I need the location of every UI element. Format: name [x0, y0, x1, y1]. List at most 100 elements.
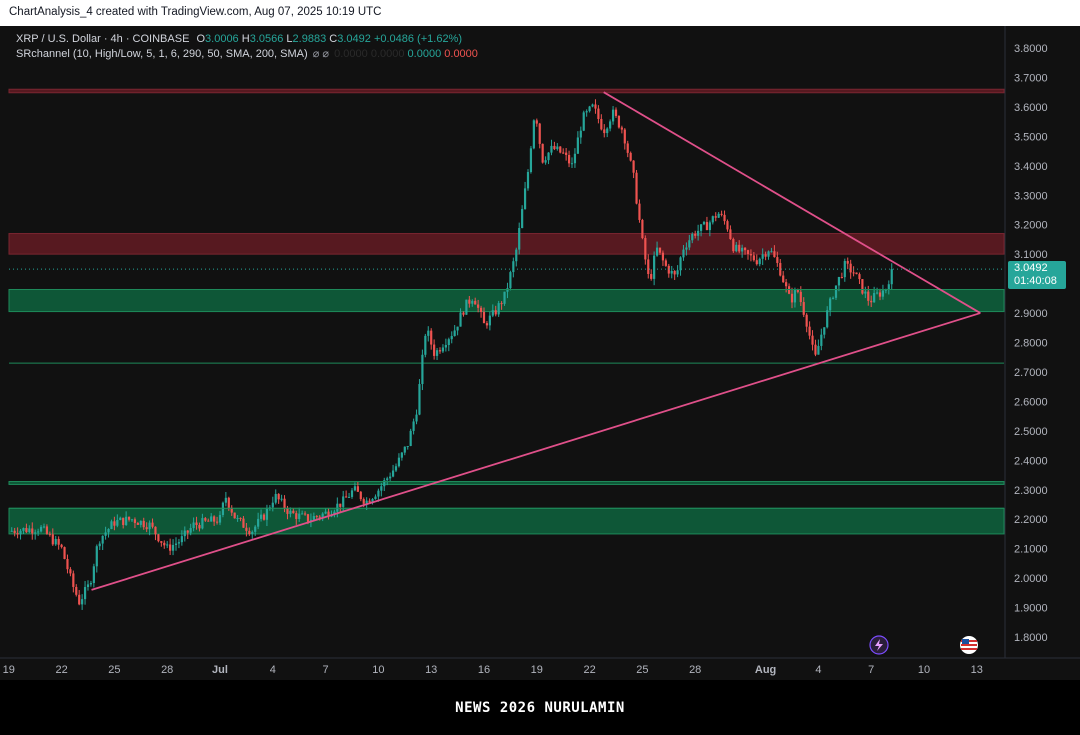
price-chart[interactable]: 3.8000 3.7000 3.6000 3.5000 3.4000 3.3000 3.20… [0, 26, 1080, 680]
candle-body [870, 300, 873, 303]
candle-body [497, 303, 500, 315]
candle-body [482, 312, 486, 324]
candle-body [702, 222, 706, 225]
candle-body [661, 252, 665, 261]
candle-body [286, 508, 289, 514]
candle-body [609, 121, 612, 129]
candle-body [532, 120, 535, 149]
candle-body [183, 530, 186, 537]
candle-body [641, 219, 644, 239]
y-tick-label: 3.5000 [1014, 131, 1048, 143]
candle-body [711, 216, 714, 223]
x-tick-label: 10 [372, 664, 384, 676]
y-tick-label: 3.7000 [1014, 72, 1048, 84]
candle-body [189, 528, 192, 533]
candle-body [75, 586, 78, 595]
candle-body [321, 513, 324, 518]
candle-body [430, 330, 433, 345]
candle-body [295, 513, 298, 519]
candle-body [242, 518, 245, 528]
candle-body [377, 490, 380, 497]
candle-body [186, 530, 189, 533]
candle-body [262, 514, 266, 520]
candle-body [518, 228, 521, 250]
candle-body [611, 109, 615, 122]
y-tick-label: 2.0000 [1014, 573, 1048, 585]
candle-body [456, 326, 459, 331]
candle-body [515, 249, 518, 262]
candle-body [92, 566, 95, 584]
candle-body [125, 516, 128, 525]
candle-body [198, 525, 201, 529]
symbol-label[interactable]: XRP / U.S. Dollar · 4h · COINBASE [16, 33, 190, 45]
candle-body [303, 513, 307, 515]
indicator-label[interactable]: SRchannel (10, High/Low, 5, 1, 6, 290, 5… [16, 48, 308, 60]
candle-body [773, 251, 776, 258]
candle-body [403, 446, 406, 453]
candle-body [614, 109, 618, 116]
bar-countdown: 01:40:08 [1014, 275, 1057, 287]
candle-body [139, 520, 142, 525]
open-label: O [196, 33, 206, 45]
candle-body [811, 335, 814, 345]
candle-body [421, 354, 424, 385]
candle-body [858, 274, 861, 280]
y-tick-label: 1.9000 [1014, 603, 1048, 615]
candle-body [101, 535, 104, 544]
candle-body [160, 541, 163, 543]
candle-body [251, 531, 254, 535]
candle-body [25, 527, 28, 533]
candle-body [547, 152, 550, 161]
candle-body [855, 272, 858, 275]
candle-body [142, 520, 145, 528]
candle-body [474, 300, 477, 305]
footer-banner: NEWS 2026 NURULAMIN [0, 680, 1080, 735]
candle-body [820, 334, 823, 346]
candle-body [389, 476, 392, 479]
candle-body [427, 330, 430, 336]
y-tick-label: 3.6000 [1014, 102, 1048, 114]
candle-body [42, 526, 46, 528]
candle-body [673, 270, 676, 275]
candle-body [391, 470, 395, 477]
candle-body [729, 229, 732, 239]
x-tick-label: Jul [212, 664, 228, 676]
chart-area[interactable]: 3.8000 3.7000 3.6000 3.5000 3.4000 3.3000 3.20… [0, 26, 1080, 680]
candle-body [468, 299, 471, 304]
candle-body [465, 299, 468, 315]
candle-body [89, 583, 93, 585]
lightning-icon[interactable] [869, 635, 889, 655]
candle-body [353, 486, 357, 491]
candle-body [444, 344, 447, 348]
descending-trendline [603, 91, 981, 314]
candle-body [104, 532, 107, 536]
candle-body [749, 254, 753, 256]
candle-body [479, 307, 483, 313]
y-tick-label: 3.2000 [1014, 220, 1048, 232]
candle-body [83, 587, 87, 600]
candle-body [292, 510, 295, 514]
candle-body [562, 152, 565, 154]
candle-body [667, 265, 670, 274]
candle-body [488, 315, 491, 326]
candle-body [582, 112, 585, 131]
x-tick-label: 25 [636, 664, 648, 676]
candle-body [110, 521, 113, 530]
candle-body [166, 544, 169, 546]
candle-body [594, 104, 597, 109]
candle-body [694, 233, 697, 236]
candle-body [790, 293, 794, 303]
candle-body [207, 520, 210, 522]
candle-body [535, 120, 538, 124]
candle-body [579, 130, 582, 138]
candle-body [776, 257, 779, 263]
x-tick-label: 16 [478, 664, 490, 676]
candle-body [406, 445, 409, 447]
candle-body [368, 500, 371, 503]
x-tick-label: 4 [270, 664, 276, 676]
candle-body [559, 146, 562, 153]
candle-body [39, 526, 43, 532]
attribution-text: ChartAnalysis_4 created with TradingView… [9, 6, 382, 18]
candle-body [60, 544, 63, 548]
us-flag-icon[interactable] [960, 636, 978, 654]
